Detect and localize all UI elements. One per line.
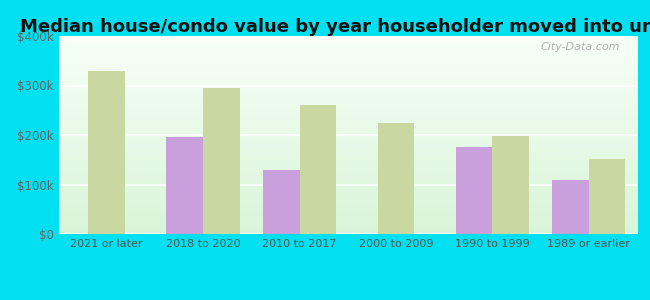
Bar (378, 123, 414, 234)
Bar (203, 88, 240, 234)
Bar (456, 147, 493, 234)
Text: City-Data.com: City-Data.com (540, 42, 619, 52)
Bar (589, 159, 625, 234)
Bar (552, 179, 589, 234)
Bar (263, 170, 300, 234)
Bar (300, 105, 336, 234)
Bar (166, 137, 203, 234)
Text: Median house/condo value by year householder moved into unit: Median house/condo value by year househo… (20, 18, 650, 36)
Bar (88, 71, 125, 234)
Bar (493, 136, 529, 234)
